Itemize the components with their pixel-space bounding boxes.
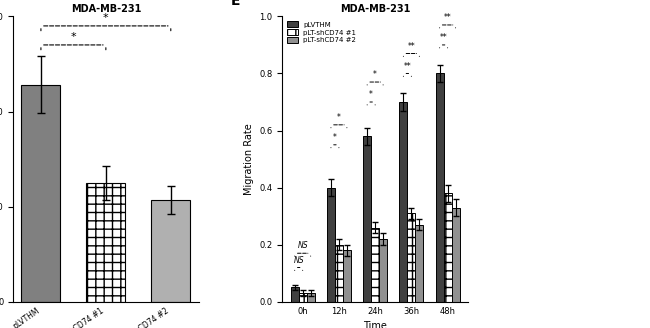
Title: MDA-MB-231: MDA-MB-231 xyxy=(71,4,141,14)
Text: *: * xyxy=(373,70,377,79)
Bar xyxy=(408,213,415,302)
Text: *: * xyxy=(71,32,76,42)
Text: *: * xyxy=(369,90,373,99)
Bar xyxy=(371,228,379,302)
Text: *: * xyxy=(103,13,109,23)
Text: **: ** xyxy=(440,33,447,42)
Bar xyxy=(415,225,423,302)
Text: *: * xyxy=(333,133,337,142)
Bar xyxy=(291,287,299,302)
Bar xyxy=(452,208,460,302)
Text: E: E xyxy=(230,0,240,8)
Text: NS: NS xyxy=(297,241,308,250)
Bar xyxy=(443,193,452,302)
Bar xyxy=(86,183,125,302)
Text: **: ** xyxy=(444,13,452,22)
Text: *: * xyxy=(337,113,341,122)
X-axis label: Time: Time xyxy=(363,321,387,328)
Bar xyxy=(335,245,343,302)
Bar xyxy=(307,293,315,302)
Bar xyxy=(363,136,371,302)
Text: NS: NS xyxy=(293,256,304,265)
Bar xyxy=(399,102,408,302)
Bar xyxy=(151,200,190,302)
Legend: pLVTHM, pLT-shCD74 #1, pLT-shCD74 #2: pLVTHM, pLT-shCD74 #1, pLT-shCD74 #2 xyxy=(286,20,358,45)
Bar xyxy=(21,85,60,302)
Text: **: ** xyxy=(404,62,411,71)
Text: **: ** xyxy=(408,42,415,51)
Title: MDA-MB-231: MDA-MB-231 xyxy=(340,4,410,14)
Bar xyxy=(436,73,443,302)
Bar xyxy=(299,293,307,302)
Bar xyxy=(327,188,335,302)
Bar xyxy=(379,239,387,302)
Bar xyxy=(343,250,351,302)
Y-axis label: Migration Rate: Migration Rate xyxy=(244,123,254,195)
